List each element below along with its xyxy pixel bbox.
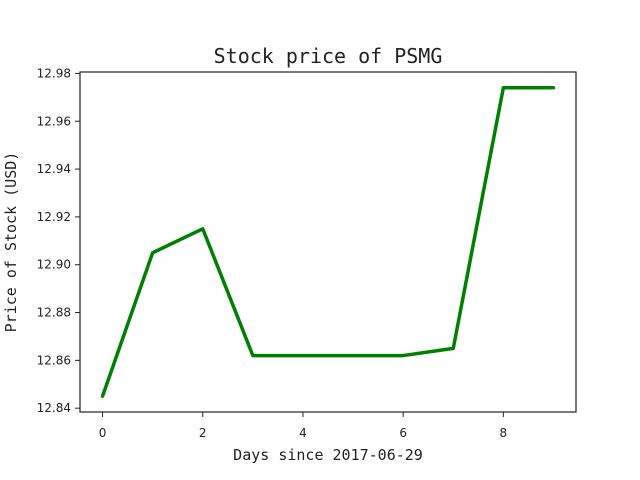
x-tick-label: 8: [500, 426, 508, 440]
y-axis-label: Price of Stock (USD): [2, 152, 20, 333]
y-tick-label: 12.86: [37, 353, 71, 367]
x-tick-label: 6: [399, 426, 407, 440]
series-layer: [100, 86, 556, 398]
y-tick-label: 12.84: [37, 401, 71, 415]
y-tick-label: 12.98: [37, 66, 71, 80]
x-axis-label: Days since 2017-06-29: [233, 446, 423, 464]
x-tick-label: 0: [99, 426, 107, 440]
y-tick-label: 12.90: [37, 258, 71, 272]
x-tick-label: 4: [299, 426, 307, 440]
y-tick-label: 12.92: [37, 210, 71, 224]
plot-frame: [79, 71, 577, 413]
x-tick-label: 2: [199, 426, 207, 440]
y-tick-label: 12.96: [37, 114, 71, 128]
x-axis-ticks: 0 2 4 6 8: [99, 412, 507, 440]
y-axis-ticks: 12.84 12.86 12.88 12.90 12.92 12.94 12.96 12.98: [37, 66, 80, 415]
chart-title: Stock price of PSMG: [214, 44, 443, 68]
series-line: [100, 86, 556, 398]
y-tick-label: 12.94: [37, 162, 71, 176]
y-tick-label: 12.88: [37, 306, 71, 320]
